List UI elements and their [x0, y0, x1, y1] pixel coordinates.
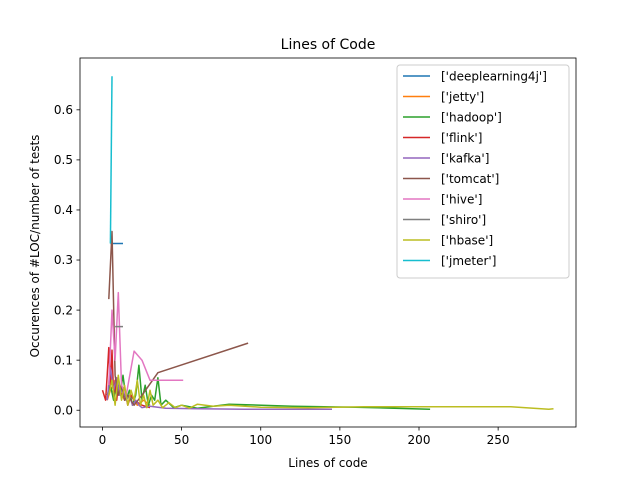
legend-label-7: ['shiro']: [441, 213, 486, 227]
y-tick-label: 0.0: [54, 403, 73, 417]
legend: ['deeplearning4j'] ['jetty'] ['hadoop'] ['f…: [396, 64, 570, 279]
y-tick-label: 0.4: [54, 203, 73, 217]
y-tick-label: 0.3: [54, 253, 73, 267]
x-tick-label: 200: [408, 433, 431, 447]
series-line-6: [108, 291, 184, 396]
legend-label-2: ['hadoop']: [441, 110, 502, 124]
legend-label-5: ['tomcat']: [441, 172, 499, 186]
chart-title: Lines of Code: [281, 37, 376, 53]
y-tick-label: 0.2: [54, 303, 73, 317]
ticks: 0 50 100 150 200 250 0.0 0.1 0.2 0.3 0.4 0.5 0.6: [54, 103, 510, 447]
x-tick-label: 150: [328, 433, 351, 447]
x-tick-label: 50: [174, 433, 189, 447]
x-tick-label: 250: [487, 433, 510, 447]
y-tick-label: 0.5: [54, 153, 73, 167]
legend-label-6: ['hive']: [441, 192, 482, 206]
legend-box: [396, 64, 570, 279]
legend-label-3: ['flink']: [441, 131, 482, 145]
x-tick-label: 100: [249, 433, 272, 447]
y-axis-label: Occurences of #LOC/number of tests: [28, 135, 42, 358]
x-axis-label: Lines of code: [288, 456, 367, 470]
series-line-8: [108, 374, 554, 410]
legend-label-1: ['jetty']: [441, 90, 484, 104]
plot-frame: [79, 57, 577, 428]
legend-label-0: ['deeplearning4j']: [441, 69, 547, 83]
legend-label-9: ['jmeter']: [441, 254, 496, 268]
plot-lines: [101, 76, 554, 410]
series-line-9: [109, 76, 113, 244]
x-tick-label: 0: [99, 433, 107, 447]
legend-label-4: ['kafka']: [441, 151, 489, 165]
y-tick-label: 0.6: [54, 103, 73, 117]
axes: [79, 57, 577, 428]
series-line-5: [108, 230, 249, 406]
series-line-3: [101, 346, 151, 409]
legend-label-8: ['hbase']: [441, 233, 493, 247]
y-tick-label: 0.1: [54, 353, 73, 367]
